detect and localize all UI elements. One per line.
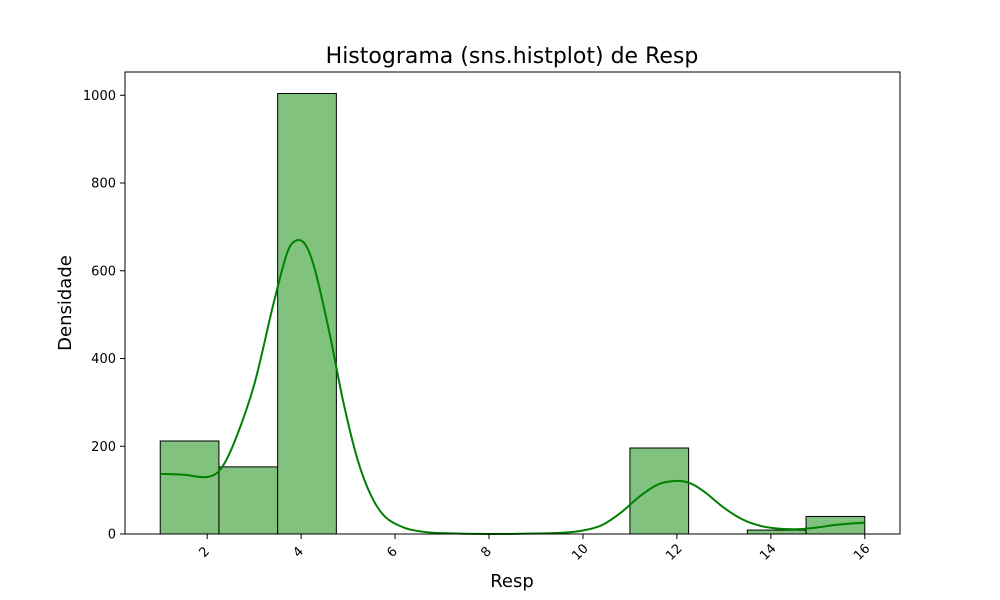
histogram-bar-8: [629, 447, 690, 535]
x-tick-label-14: 14: [757, 541, 779, 563]
y-axis-label: Densidade: [55, 255, 76, 351]
x-axis-ticks: 2 4 6 8 10 12 14 16: [196, 534, 873, 564]
y-tick-label-1000: 1000: [83, 89, 116, 104]
x-tick-label-16: 16: [851, 541, 873, 563]
chart-title: Histograma (sns.histplot) de Resp: [326, 44, 699, 69]
x-tick-label-10: 10: [569, 541, 591, 563]
y-tick-label-800: 800: [91, 177, 116, 192]
histogram-bar-10: [746, 529, 807, 535]
y-tick-label-600: 600: [91, 264, 116, 279]
histogram-bar-1: [218, 466, 279, 535]
plot-frame: [124, 71, 901, 535]
y-tick-label-0: 0: [108, 528, 116, 543]
x-tick-label-4: 4: [290, 544, 306, 560]
y-tick-label-200: 200: [91, 440, 116, 455]
y-tick-label-400: 400: [91, 352, 116, 367]
y-axis-ticks: 0 200 400 600 800 1000: [83, 89, 125, 543]
histogram-bars: [159, 92, 866, 535]
x-tick-label-2: 2: [196, 544, 212, 560]
x-axis-label: Resp: [490, 571, 534, 592]
kde-curve-group: [160, 238, 865, 536]
histogram-bar-2: [277, 92, 337, 535]
x-tick-label-6: 6: [384, 544, 400, 560]
kde-line: [160, 238, 865, 536]
x-tick-label-8: 8: [478, 544, 494, 560]
histogram-bar-0: [159, 440, 220, 535]
x-tick-label-12: 12: [663, 541, 685, 563]
